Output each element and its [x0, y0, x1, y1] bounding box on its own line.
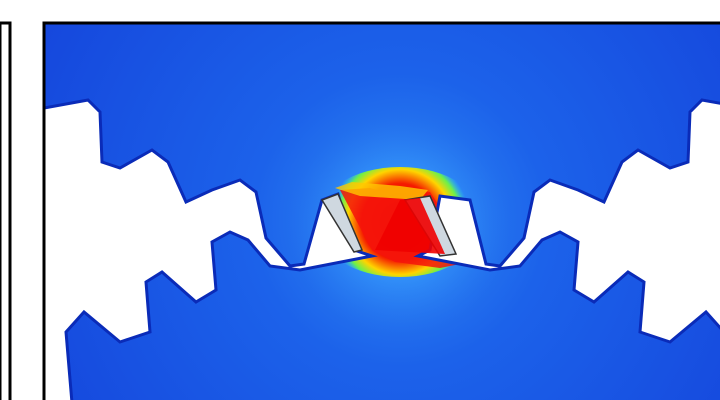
page	[0, 0, 720, 400]
side-panel	[0, 23, 10, 400]
simulation-view	[0, 0, 720, 400]
stress-field	[44, 23, 720, 400]
